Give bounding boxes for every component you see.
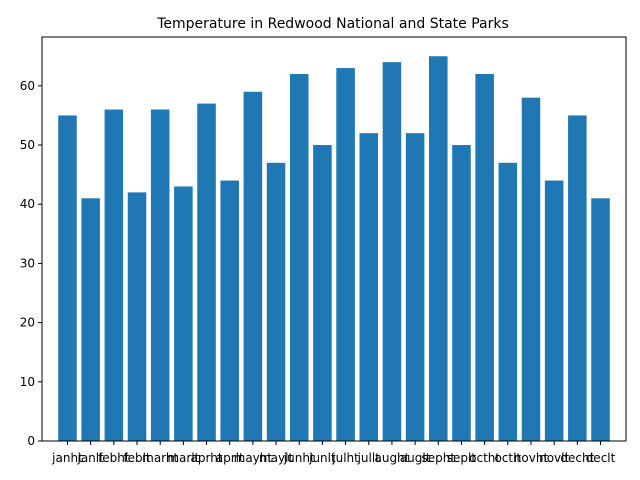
x-tick-label-novlt: novlt <box>539 451 569 465</box>
y-tick-label: 0 <box>27 434 35 448</box>
bars-group <box>58 56 610 442</box>
bar-marlt <box>174 186 193 441</box>
bar-novht <box>521 97 541 441</box>
bar-julht <box>336 68 355 442</box>
bar-junlt <box>313 145 332 441</box>
x-tick-label-decht: decht <box>560 451 594 465</box>
x-tick-label-auglt: auglt <box>400 451 431 465</box>
bar-janlt <box>81 198 100 441</box>
bar-octht <box>475 73 494 441</box>
bar-febht <box>104 109 124 441</box>
bar-novlt <box>544 180 564 442</box>
x-tick-label-janlt: janlt <box>76 451 104 465</box>
y-axis: 0 10 20 30 40 50 60 <box>20 79 42 448</box>
x-tick-label-octlt: octlt <box>494 451 521 465</box>
y-tick-label: 40 <box>20 197 35 211</box>
y-tick-label: 50 <box>20 138 35 152</box>
bar-maylt <box>266 162 286 442</box>
x-tick-label-junlt: junlt <box>308 451 336 465</box>
bar-junht <box>289 73 309 441</box>
y-tick-label: 10 <box>20 375 35 389</box>
x-tick-label-julht: julht <box>331 451 359 465</box>
bar-sepht <box>429 56 448 441</box>
bar-octlt <box>498 162 518 442</box>
x-tick-label-sepht: sepht <box>422 451 456 465</box>
x-tick-label-octht: octht <box>469 451 500 465</box>
x-tick-label-marht: marht <box>142 451 178 465</box>
x-tick-label-novht: novht <box>514 451 549 465</box>
x-tick-label-maylt: maylt <box>259 451 293 465</box>
x-axis: janhtjanltfebhtfebltmarhtmarltaprhtaprlt… <box>51 441 616 465</box>
x-tick-label-aprht: aprht <box>191 451 223 465</box>
x-tick-label-aught: aught <box>374 451 409 465</box>
y-tick-label: 30 <box>20 256 35 270</box>
x-tick-label-seplt: seplt <box>447 451 477 465</box>
bar-janht <box>58 115 77 441</box>
bar-aprht <box>197 103 216 441</box>
x-tick-label-aprlt: aprlt <box>216 451 244 465</box>
bar-decht <box>568 115 587 441</box>
bar-aught <box>382 62 402 442</box>
x-tick-label-marlt: marlt <box>167 451 199 465</box>
bar-marht <box>150 109 170 441</box>
x-tick-label-febht: febht <box>98 451 130 465</box>
x-tick-label-feblt: feblt <box>123 451 151 465</box>
y-tick-label: 60 <box>20 79 35 93</box>
bar-aprlt <box>220 180 239 442</box>
plot-frame <box>41 36 627 442</box>
chart-title: Temperature in Redwood National and Stat… <box>156 16 509 32</box>
bar-seplt <box>452 145 471 441</box>
bar-declt <box>591 198 610 441</box>
x-tick-label-declt: declt <box>586 451 616 465</box>
x-tick-label-junht: junht <box>283 451 315 465</box>
bar-mayht <box>243 91 263 441</box>
x-tick-label-mayht: mayht <box>234 451 273 465</box>
x-tick-label-janht: janht <box>51 451 83 465</box>
y-tick-label: 20 <box>20 316 35 330</box>
x-tick-label-jullt: jullt <box>357 451 381 465</box>
bar-jullt <box>359 133 379 441</box>
bar-feblt <box>127 192 147 441</box>
bar-auglt <box>405 133 425 441</box>
